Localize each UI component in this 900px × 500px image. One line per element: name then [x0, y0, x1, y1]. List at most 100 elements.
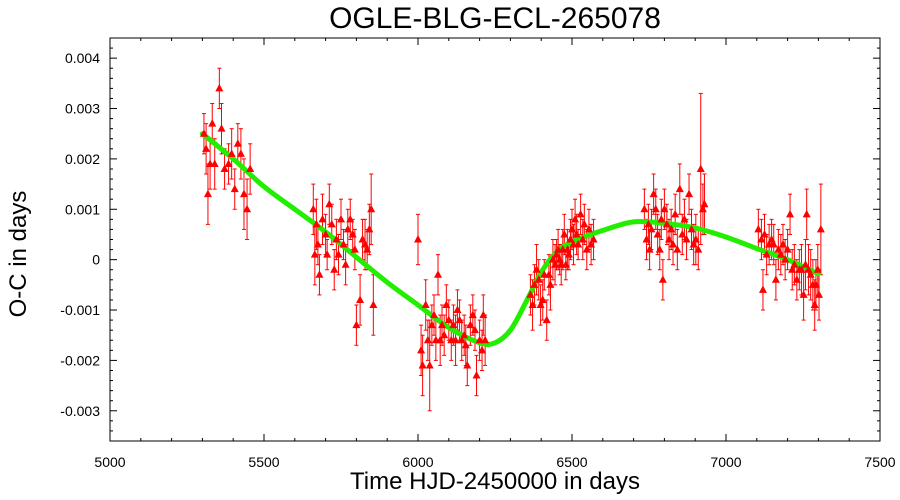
data-point-triangle: [816, 224, 825, 233]
y-tick-label: 0: [92, 252, 100, 268]
data-point-triangle: [352, 320, 361, 329]
y-tick-label: -0.003: [60, 403, 100, 419]
data-point-triangle: [341, 260, 350, 268]
data-point-triangle: [478, 345, 487, 354]
data-point-triangle: [660, 204, 669, 213]
data-point-triangle: [430, 310, 439, 319]
data-point-triangle: [769, 240, 778, 248]
data-point-triangle: [644, 219, 653, 228]
data-point-triangle: [649, 189, 658, 198]
data-point-triangle: [555, 255, 564, 263]
data-point-triangle: [220, 164, 229, 172]
data-point-triangle: [442, 300, 451, 308]
data-point-triangle: [680, 214, 689, 223]
data-point-triangle: [669, 240, 678, 248]
data-point-triangle: [363, 245, 372, 253]
data-point-triangle: [580, 219, 589, 228]
x-tick-label: 7000: [710, 454, 741, 470]
data-point-triangle: [754, 224, 763, 233]
data-point-triangle: [313, 240, 322, 248]
data-point-triangle: [651, 204, 660, 213]
data-point-triangle: [337, 214, 345, 223]
data-point-triangle: [810, 300, 819, 308]
data-point-triangle: [587, 240, 596, 248]
data-point-triangle: [783, 245, 792, 253]
data-point-triangle: [325, 199, 334, 208]
data-point-triangle: [698, 204, 707, 213]
data-point-triangle: [334, 250, 343, 258]
data-point-triangle: [463, 360, 472, 369]
data-point-triangle: [239, 189, 248, 198]
data-point-triangle: [243, 204, 252, 213]
data-point-triangle: [778, 240, 787, 248]
data-point-triangle: [776, 250, 785, 258]
data-point-triangle: [771, 275, 780, 283]
data-point-triangle: [327, 219, 336, 228]
data-point-triangle: [233, 139, 242, 147]
data-point-triangle: [696, 164, 705, 172]
data-point-triangle: [560, 229, 569, 238]
data-point-triangle: [572, 229, 581, 238]
data-point-triangle: [346, 214, 355, 223]
data-point-triangle: [475, 335, 484, 344]
y-tick-label: 0.003: [65, 101, 100, 117]
data-point-triangle: [460, 330, 469, 339]
data-point-triangle: [455, 315, 464, 324]
data-point-triangle: [470, 325, 479, 334]
fit-line: [199, 131, 821, 347]
data-point-triangle: [224, 159, 233, 167]
data-point-triangle: [538, 295, 547, 303]
data-point-triangle: [571, 214, 580, 223]
data-point-triangle: [457, 335, 466, 344]
data-point-triangle: [774, 245, 783, 253]
data-point-triangle: [665, 235, 674, 243]
x-tick-label: 6000: [402, 454, 433, 470]
y-tick-label: 0.001: [65, 201, 100, 217]
data-point-triangle: [451, 335, 460, 344]
data-point-triangle: [762, 250, 771, 258]
data-point-triangle: [578, 235, 587, 243]
data-point-triangle: [356, 295, 365, 303]
data-point-triangle: [552, 250, 561, 258]
data-point-triangle: [758, 285, 767, 293]
data-point-triangle: [788, 265, 797, 273]
data-point-triangle: [642, 235, 651, 243]
y-tick-label: 0.004: [65, 50, 100, 66]
data-point-triangle: [310, 250, 319, 258]
data-point-triangle: [440, 330, 449, 339]
data-point-triangle: [657, 214, 666, 223]
data-point-triangle: [811, 280, 820, 288]
data-point-triangle: [667, 224, 676, 233]
y-tick-label: -0.002: [60, 352, 100, 368]
data-point-triangle: [687, 224, 696, 233]
data-point-triangle: [215, 83, 224, 92]
data-point-triangle: [427, 320, 436, 329]
data-point-triangle: [662, 219, 671, 228]
axis-ticks: 5000 5500 6000 6500 7000 7500 -0.003 -0.002 -0.0…: [60, 37, 896, 470]
y-tick-label: -0.001: [60, 302, 100, 318]
data-point-triangle: [582, 245, 591, 253]
data-point-triangle: [323, 250, 332, 258]
data-point-triangle: [481, 335, 490, 344]
data-point-triangle: [786, 209, 795, 218]
data-point-triangle: [468, 310, 477, 319]
x-tick-label: 5000: [94, 454, 125, 470]
data-point-triangle: [566, 235, 575, 243]
data-point-triangle: [343, 224, 352, 233]
data-point-triangle: [472, 371, 481, 379]
data-point-triangle: [576, 209, 585, 218]
data-point-triangle: [199, 129, 208, 137]
data-point-triangle: [551, 260, 560, 268]
data-point-triangle: [797, 265, 806, 273]
data-point-triangle: [309, 204, 318, 213]
data-point-triangle: [801, 260, 810, 268]
data-point-triangle: [532, 265, 541, 273]
data-point-triangle: [534, 275, 543, 283]
data-point-triangle: [418, 360, 427, 369]
data-point-triangle: [332, 235, 341, 243]
data-point-triangle: [318, 214, 327, 223]
data-point-triangle: [312, 219, 321, 228]
data-point-triangle: [227, 149, 236, 157]
data-point-triangle: [544, 270, 553, 278]
